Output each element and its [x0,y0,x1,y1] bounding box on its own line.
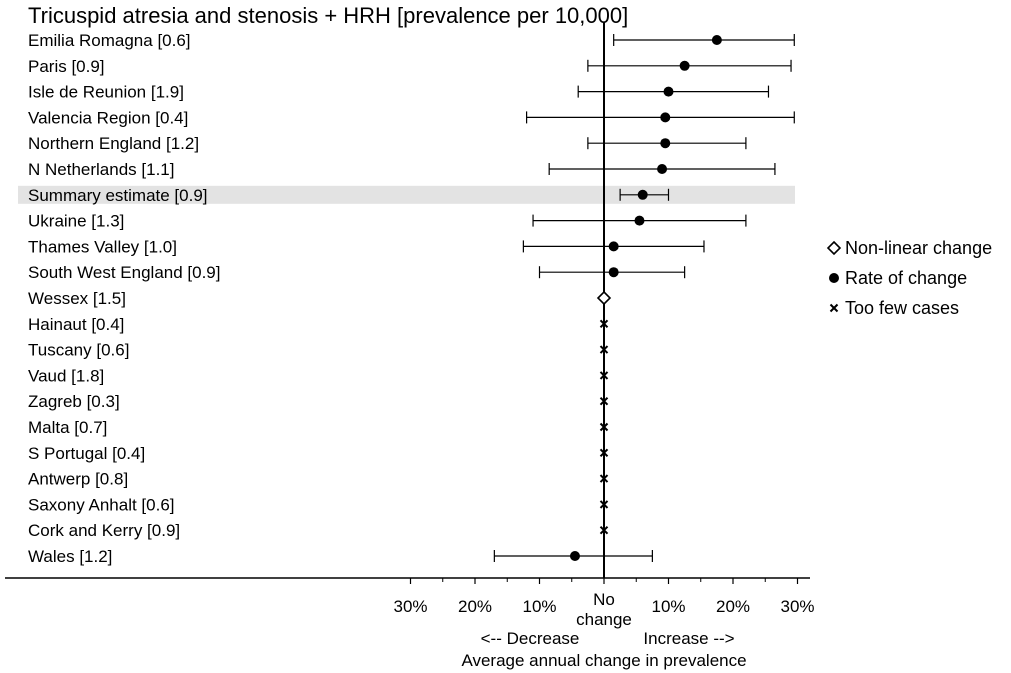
estimate-diamond [596,290,612,306]
row-label: S Portugal [0.4] [28,444,145,463]
row-label: Hainaut [0.4] [28,315,124,334]
estimate-dot [634,215,645,226]
legend-label: Rate of change [845,268,967,288]
confidence-interval [613,34,795,46]
legend-item: Non-linear change [826,238,992,258]
estimate-cross [599,525,609,535]
estimate-dot [608,267,619,278]
estimate-dot [608,241,619,252]
row-label: South West England [0.9] [28,263,220,282]
estimate-dot [711,35,722,45]
row-label: Emilia Romagna [0.6] [28,31,191,50]
estimate-cross [599,500,609,509]
legend-label: Non-linear change [845,238,992,258]
estimate-cross [599,474,609,483]
estimate-marks [493,34,795,562]
row-label: Thames Valley [1.0] [28,237,177,256]
row-label: Wales [1.2] [28,547,112,566]
estimate-cross [599,396,609,406]
x-tick-label: 30% [393,597,427,616]
row-label: Wessex [1.5] [28,289,126,308]
row-label: Antwerp [0.8] [28,470,128,489]
row-label: Isle de Reunion [1.9] [28,83,184,102]
decrease-label: <-- Decrease [481,629,580,648]
x-axis-ticks: 30% 20% 10% No 10% 20% 30% [393,578,815,616]
row-label: Valencia Region [0.4] [28,108,188,127]
x-tick-label: 20% [716,597,750,616]
estimate-dot [679,60,690,71]
row-label: Malta [0.7] [28,418,107,437]
row-label: N Netherlands [1.1] [28,160,174,179]
row-label: Saxony Anhalt [0.6] [28,495,175,514]
row-label: Summary estimate [0.9] [28,186,208,205]
x-tick-label: No [593,590,615,609]
estimate-dot [660,138,671,149]
row-label: Ukraine [1.3] [28,212,124,231]
estimate-cross [599,371,609,380]
estimate-cross [599,422,609,432]
x-tick-label: 10% [522,597,556,616]
estimate-dot [663,86,674,97]
legend-diamond-marker [826,240,842,256]
row-label: Tuscany [0.6] [28,341,129,360]
x-tick-label: 10% [651,597,685,616]
row-labels: Emilia Romagna [0.6] Paris [0.9] Isle de R… [28,31,220,566]
x-tick-label: 20% [458,597,492,616]
row-label: Zagreb [0.3] [28,392,120,411]
estimate-cross [599,448,609,458]
estimate-dot [637,189,648,200]
estimate-cross [599,345,609,354]
row-label: Northern England [1.2] [28,134,199,153]
legend-dot-marker [829,273,839,283]
row-label: Vaud [1.8] [28,366,104,385]
legend-cross-marker [829,303,839,313]
chart-title: Tricuspid atresia and stenosis + HRH [pr… [28,3,628,28]
summary-highlight-band [18,185,795,204]
center-label-line-2: change [576,610,632,629]
legend-item: Rate of change [829,268,967,288]
row-label: Paris [0.9] [28,57,105,76]
x-axis-title: Average annual change in prevalence [461,651,746,670]
legend-label: Too few cases [845,298,959,318]
x-tick-label: 30% [780,597,814,616]
legend: Non-linear change Rate of change Too few c… [826,238,992,318]
legend-item: Too few cases [829,298,959,318]
estimate-dot [569,551,580,561]
estimate-cross [599,319,609,329]
estimate-dot [660,112,671,123]
increase-label: Increase --> [643,629,734,648]
highlight-band-layer [18,185,795,204]
row-label: Cork and Kerry [0.9] [28,521,180,540]
estimate-dot [657,164,668,174]
